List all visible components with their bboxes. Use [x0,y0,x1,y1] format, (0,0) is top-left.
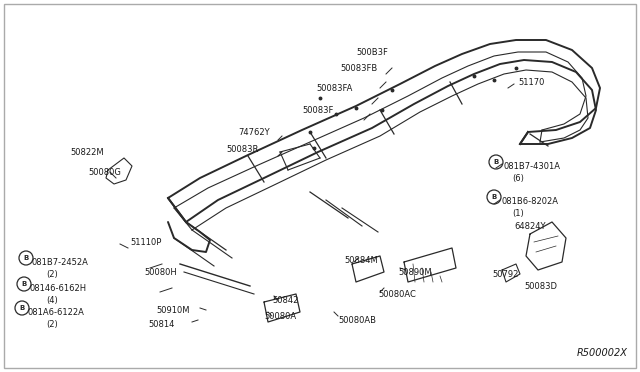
Text: 50083D: 50083D [524,282,557,291]
Text: 50814: 50814 [148,320,174,329]
Text: 51170: 51170 [518,78,545,87]
Text: 50080AC: 50080AC [378,290,416,299]
Text: B: B [19,305,24,311]
Text: 50080H: 50080H [144,268,177,277]
Text: 50910M: 50910M [156,306,189,315]
Text: 50080G: 50080G [88,168,121,177]
Text: 50884M: 50884M [344,256,378,265]
Text: 50792: 50792 [492,270,518,279]
Text: R500002X: R500002X [577,348,628,358]
Text: (1): (1) [512,209,524,218]
Text: (6): (6) [512,174,524,183]
Text: 50080AB: 50080AB [338,316,376,325]
Text: 50083FA: 50083FA [316,84,353,93]
Text: B: B [492,194,497,200]
Text: 500B3F: 500B3F [356,48,388,57]
Text: 50842: 50842 [272,296,298,305]
Text: 50083FB: 50083FB [340,64,377,73]
Text: (4): (4) [46,296,58,305]
Text: 08146-6162H: 08146-6162H [30,284,87,293]
Text: 50890M: 50890M [398,268,431,277]
Text: B: B [21,281,27,287]
Text: 50083R: 50083R [226,145,259,154]
Text: 74762Y: 74762Y [238,128,269,137]
Text: 50080A: 50080A [264,312,296,321]
Text: 081B7-2452A: 081B7-2452A [32,258,89,267]
Text: B: B [24,255,29,261]
Text: 081B7-4301A: 081B7-4301A [504,162,561,171]
Text: 64824Y: 64824Y [514,222,545,231]
Text: 50822M: 50822M [70,148,104,157]
Text: 081B6-8202A: 081B6-8202A [502,197,559,206]
Text: 51110P: 51110P [130,238,161,247]
Text: (2): (2) [46,320,58,329]
Text: B: B [493,159,499,165]
Text: 081A6-6122A: 081A6-6122A [28,308,85,317]
Text: (2): (2) [46,270,58,279]
Text: 50083F: 50083F [302,106,333,115]
